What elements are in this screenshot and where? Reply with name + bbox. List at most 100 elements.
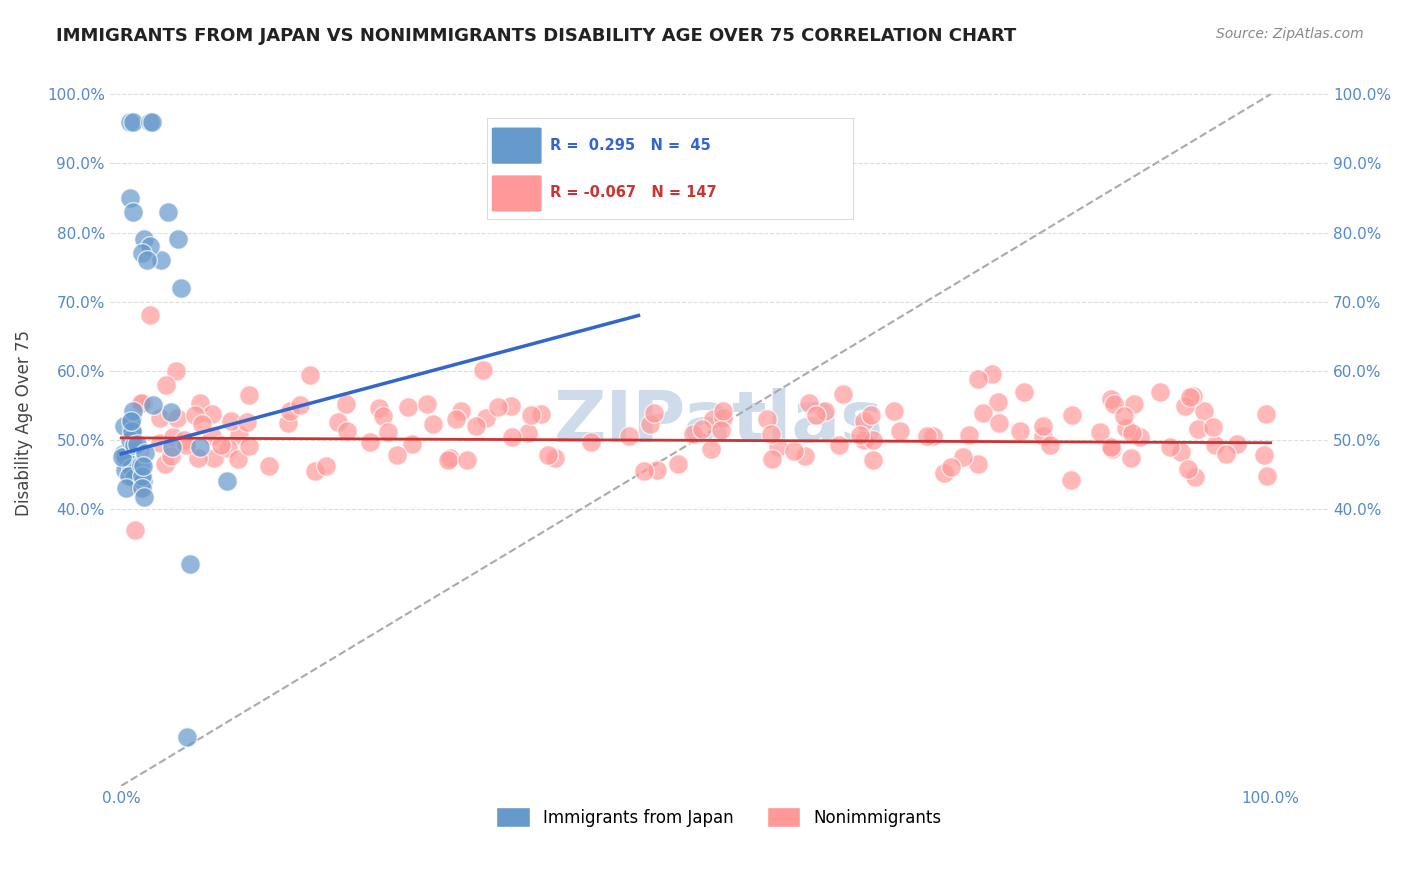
- Point: [127, 437, 149, 451]
- Point: [1010, 424, 1032, 438]
- Point: [129, 443, 152, 458]
- Point: [401, 437, 423, 451]
- Point: [530, 407, 553, 421]
- Point: [783, 444, 806, 458]
- Point: [439, 450, 461, 465]
- Point: [987, 416, 1010, 430]
- Point: [1256, 468, 1278, 483]
- Point: [131, 396, 153, 410]
- Point: [967, 372, 990, 386]
- Point: [238, 388, 260, 402]
- Point: [396, 400, 419, 414]
- Point: [1202, 420, 1225, 434]
- Point: [131, 482, 153, 496]
- Point: [159, 405, 181, 419]
- Point: [640, 417, 662, 431]
- Point: [1192, 404, 1215, 418]
- Point: [118, 450, 141, 465]
- Point: [368, 401, 391, 415]
- Point: [1119, 451, 1142, 466]
- Point: [939, 460, 962, 475]
- Point: [814, 403, 837, 417]
- Point: [981, 368, 1004, 382]
- Point: [1101, 392, 1123, 406]
- Point: [1225, 437, 1247, 451]
- Point: [129, 482, 152, 496]
- Point: [422, 417, 444, 431]
- Point: [682, 427, 704, 442]
- Point: [437, 452, 460, 467]
- Point: [793, 449, 815, 463]
- Point: [288, 398, 311, 412]
- Point: [228, 427, 250, 442]
- Point: [1180, 390, 1202, 404]
- Point: [217, 442, 239, 456]
- Point: [1204, 437, 1226, 451]
- Point: [121, 425, 143, 440]
- Point: [761, 452, 783, 467]
- Point: [710, 423, 733, 437]
- Point: [124, 471, 146, 485]
- Point: [475, 410, 498, 425]
- Point: [849, 428, 872, 442]
- Point: [579, 435, 602, 450]
- Point: [883, 404, 905, 418]
- Point: [120, 433, 142, 447]
- Point: [1215, 447, 1237, 461]
- Point: [120, 191, 142, 205]
- Point: [699, 442, 721, 456]
- Point: [121, 424, 143, 438]
- Point: [165, 364, 187, 378]
- Point: [124, 523, 146, 537]
- Point: [121, 411, 143, 425]
- Point: [173, 434, 195, 448]
- Point: [277, 416, 299, 430]
- Point: [278, 404, 301, 418]
- Point: [114, 454, 136, 468]
- Point: [111, 447, 134, 461]
- Point: [114, 462, 136, 476]
- Point: [257, 459, 280, 474]
- Point: [544, 450, 567, 465]
- Point: [501, 399, 523, 413]
- Point: [226, 451, 249, 466]
- Point: [149, 435, 172, 450]
- Point: [1112, 409, 1135, 424]
- Point: [209, 438, 232, 452]
- Point: [134, 446, 156, 460]
- Point: [187, 450, 209, 465]
- Point: [217, 475, 239, 489]
- Point: [862, 433, 884, 447]
- Point: [1088, 425, 1111, 440]
- Point: [120, 460, 142, 475]
- Point: [1184, 470, 1206, 484]
- Point: [335, 396, 357, 410]
- Point: [519, 409, 541, 423]
- Point: [1256, 407, 1278, 421]
- Point: [219, 414, 242, 428]
- Point: [922, 429, 945, 443]
- Point: [1115, 421, 1137, 435]
- Point: [501, 430, 523, 444]
- Point: [967, 458, 990, 472]
- Point: [139, 309, 162, 323]
- Point: [1181, 389, 1204, 403]
- Point: [176, 731, 198, 745]
- Legend: Immigrants from Japan, Nonimmigrants: Immigrants from Japan, Nonimmigrants: [488, 798, 950, 836]
- Point: [711, 410, 734, 425]
- Point: [150, 253, 173, 268]
- Point: [756, 412, 779, 426]
- Point: [112, 419, 135, 434]
- Point: [456, 453, 478, 467]
- Point: [201, 429, 224, 443]
- Point: [690, 422, 713, 436]
- Point: [1123, 397, 1146, 411]
- Point: [537, 448, 560, 462]
- Point: [162, 440, 184, 454]
- Point: [1102, 396, 1125, 410]
- Point: [666, 457, 689, 471]
- Point: [1039, 437, 1062, 451]
- Text: Source: ZipAtlas.com: Source: ZipAtlas.com: [1216, 27, 1364, 41]
- Point: [121, 204, 143, 219]
- Point: [179, 558, 201, 572]
